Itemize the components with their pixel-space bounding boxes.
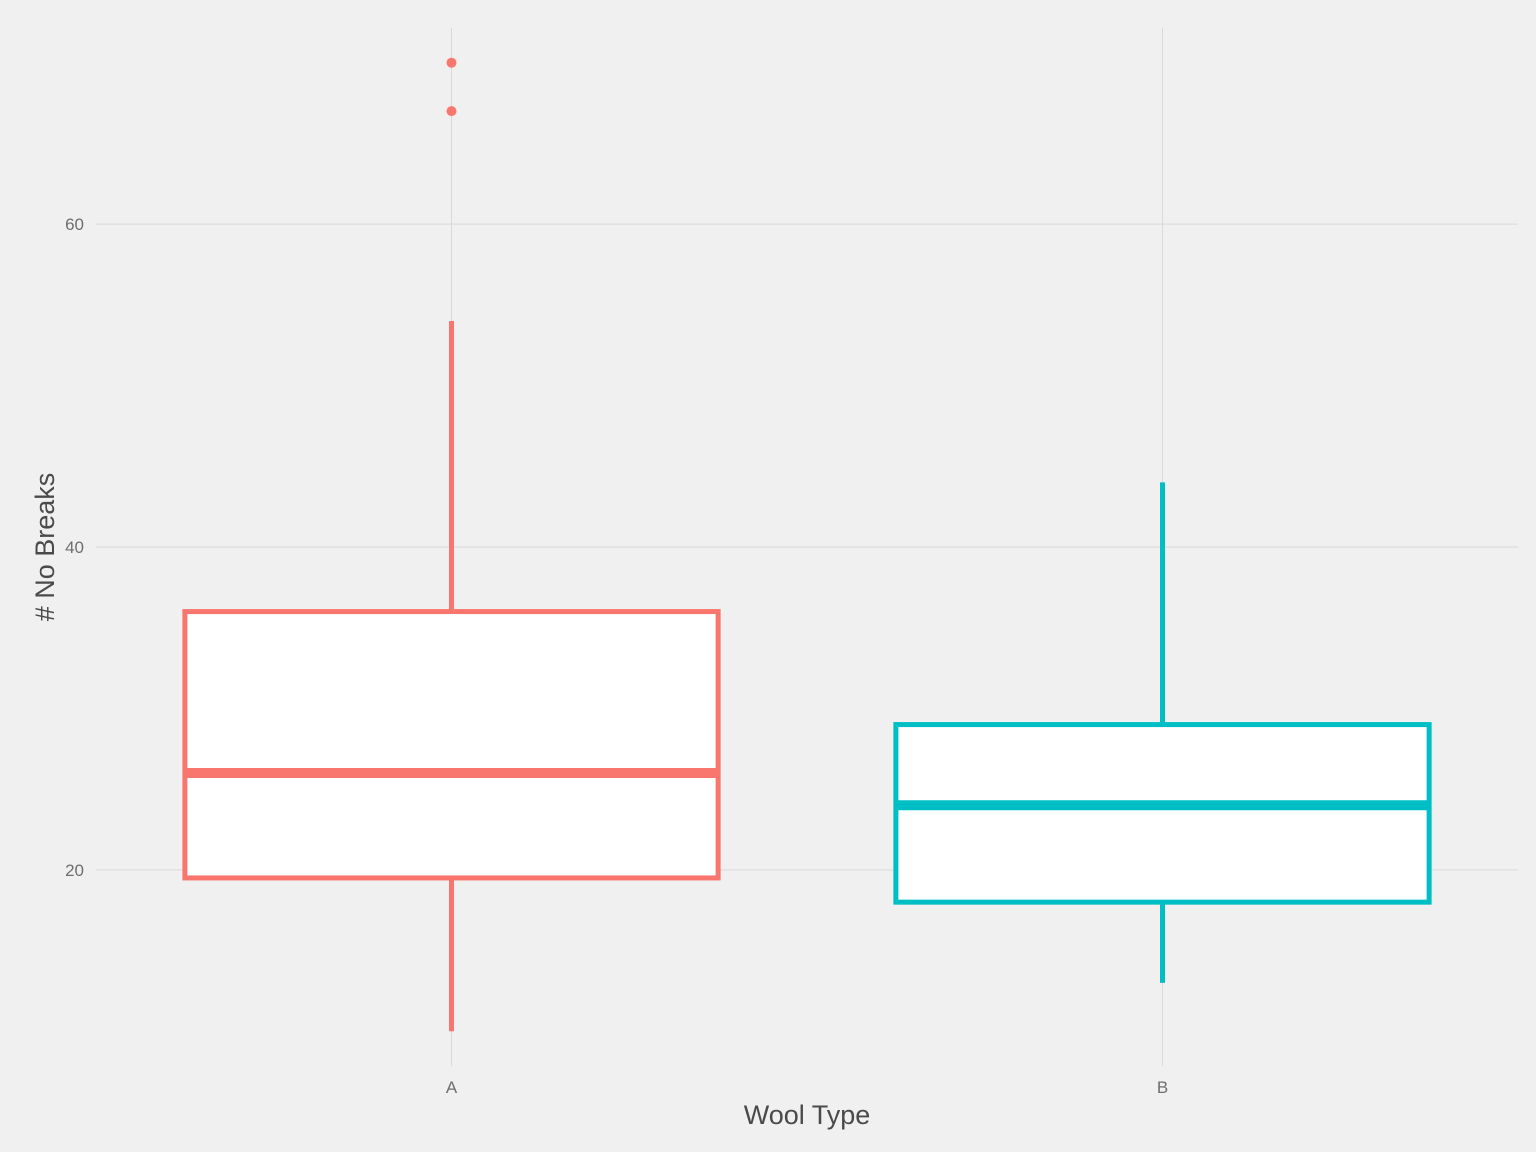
outlier-point: [446, 106, 457, 117]
box-A: [182, 57, 721, 1032]
x-axis-title: Wool Type: [744, 1100, 871, 1130]
y-axis-title: # No Breaks: [30, 473, 60, 622]
x-tick-label: B: [1157, 1078, 1168, 1097]
x-tick-label: A: [446, 1078, 458, 1097]
iqr-box: [893, 722, 1432, 905]
outlier-point: [446, 57, 457, 68]
iqr-box: [182, 609, 721, 881]
y-tick-label: 60: [65, 215, 84, 234]
box-B: [893, 482, 1432, 983]
grid-lines: [96, 28, 1518, 1066]
y-tick-label: 40: [65, 538, 84, 557]
y-axis-ticks: 20 40 60: [65, 215, 84, 880]
boxes-layer: [182, 57, 1432, 1032]
y-tick-label: 20: [65, 861, 84, 880]
